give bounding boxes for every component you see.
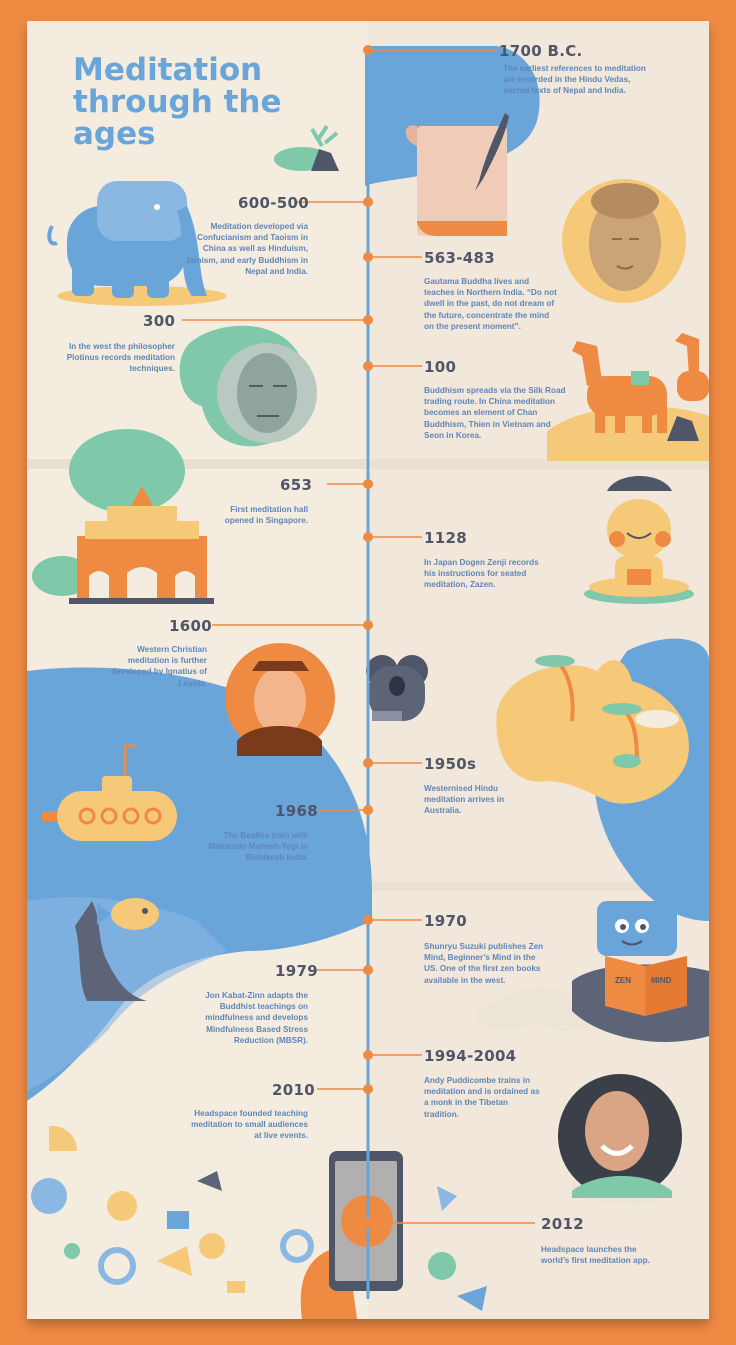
timeline-connectors: [182, 45, 535, 1228]
plant-rocks-icon: [274, 124, 339, 171]
event-description: Buddhism spreads via the Silk Road tradi…: [424, 386, 566, 440]
event-description: In Japan Dogen Zenji records his instruc…: [424, 558, 539, 590]
event-year: 1600: [169, 617, 212, 635]
event-description: Western Christian meditation is further …: [111, 645, 207, 688]
event-year: 1950s: [424, 755, 477, 773]
event-year: 1128: [424, 529, 467, 547]
ignatius-portrait: [225, 643, 335, 756]
event-description: Gautama Buddha lives and teaches in Nort…: [424, 277, 557, 331]
event-description: Meditation developed via Confucianism an…: [185, 222, 308, 276]
event-description: The Beatles train with Maharishi Mahesh …: [208, 831, 308, 863]
event-description: Headspace founded teaching meditation to…: [191, 1109, 308, 1141]
reading-character-icon: ZEN MIND: [572, 901, 709, 1042]
timeline-dot: [363, 805, 373, 815]
plotinus-bust-portrait: [179, 325, 317, 447]
event-year: 1968: [275, 802, 318, 820]
event-year: 1994-2004: [424, 1047, 517, 1065]
timeline-dot: [363, 197, 373, 207]
event-year: 2012: [541, 1215, 584, 1233]
timeline-dot: [363, 532, 373, 542]
book-label-left: ZEN: [615, 976, 631, 985]
event-year: 1979: [275, 962, 318, 980]
meditation-hall-icon: [32, 429, 214, 604]
event-description: First meditation hall opened in Singapor…: [224, 505, 308, 526]
timeline-dot: [363, 965, 373, 975]
event-year: 653: [280, 476, 313, 494]
timeline-dot: [363, 45, 373, 55]
andy-puddicombe-portrait: [558, 1074, 682, 1198]
scroll-and-quill-icon: [405, 113, 509, 236]
event-year: 100: [424, 358, 457, 376]
confetti-shapes-icon: [31, 1125, 487, 1311]
elephant-icon: [47, 181, 227, 306]
event-description: Westernised Hindu meditation arrives in …: [424, 784, 505, 816]
buddha-statue-portrait: [562, 179, 686, 303]
timeline-dot: [363, 915, 373, 925]
timeline-dot: [363, 479, 373, 489]
timeline-dot: [363, 315, 373, 325]
event-year: 563-483: [424, 249, 495, 267]
australia-map-icon: [496, 655, 689, 804]
event-description: Shunryu Suzuki publishes Zen Mind, Begin…: [424, 942, 544, 985]
event-description: In the west the philosopher Plotinus rec…: [66, 342, 175, 374]
meditating-monk-icon: [584, 476, 694, 604]
event-year: 600-500: [238, 194, 309, 212]
fish-coral-icon: [75, 898, 159, 1001]
timeline-dot: [363, 1084, 373, 1094]
event-description: Headspace launches the world’s first med…: [541, 1245, 650, 1266]
event-year: 1700 B.C.: [499, 42, 583, 60]
timeline-dot: [363, 758, 373, 768]
event-year: 2010: [272, 1081, 315, 1099]
event-description: The earliest references to meditation ar…: [503, 64, 646, 96]
page-title: Meditation through the ages: [73, 52, 282, 152]
timeline-dot: [363, 620, 373, 630]
event-year: 300: [143, 312, 176, 330]
book-label-right: MIND: [651, 976, 672, 985]
timeline-dot: [363, 1218, 373, 1228]
camels-icon: [547, 333, 709, 461]
timeline-dot: [363, 361, 373, 371]
timeline-dot: [363, 252, 373, 262]
event-description: Jon Kabat-Zinn adapts the Buddhist teach…: [205, 991, 308, 1045]
illustration-layer: ZEN MIND: [27, 21, 709, 1319]
koala-icon: [366, 655, 428, 721]
yellow-submarine-icon: [42, 744, 177, 841]
event-description: Andy Puddicombe trains in meditation and…: [424, 1076, 540, 1119]
timeline-dot: [363, 1050, 373, 1060]
event-year: 1970: [424, 912, 467, 930]
infographic-poster: ZEN MIND Meditation through the ages 170: [27, 21, 709, 1319]
